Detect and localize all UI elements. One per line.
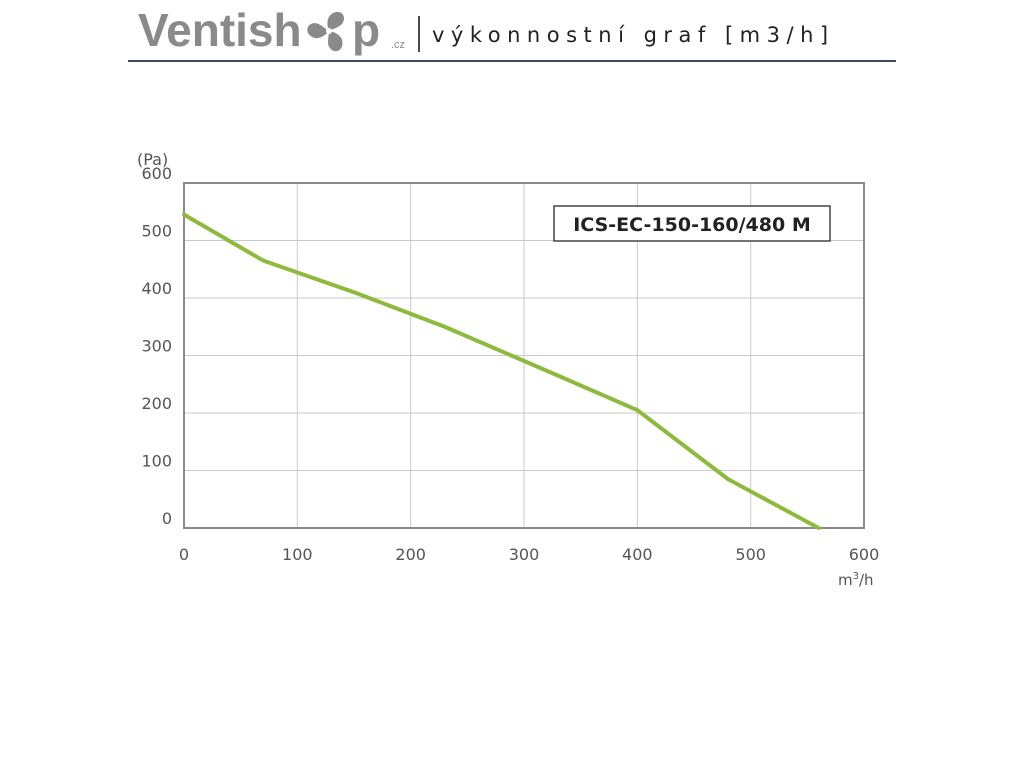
y-tick-labels: 0 100 200 300 400 500 600 — [141, 164, 172, 528]
y-tick-label-6: 600 — [141, 164, 172, 183]
x-axis-unit: m3/h — [838, 571, 874, 589]
x-axis-unit-base: m — [838, 571, 853, 589]
plot-frame — [183, 182, 865, 529]
y-tick-label-5: 500 — [141, 222, 172, 241]
logo-domain-suffix: .cz — [391, 39, 405, 51]
y-axis-unit: (Pa) — [137, 150, 168, 169]
x-tick-label-4: 400 — [622, 545, 653, 564]
chart-title-border — [553, 205, 831, 242]
ventishop-logo: Ventish p .cz — [138, 6, 405, 56]
chart-title: ICS-EC-150-160/480 M — [573, 214, 811, 236]
x-tick-label-2: 200 — [395, 545, 426, 564]
header-subtitle: výkonnostní graf [m3/h] — [432, 23, 835, 47]
x-tick-label-1: 100 — [282, 545, 313, 564]
fan-icon — [307, 11, 344, 52]
chart-title-box: ICS-EC-150-160/480 M — [553, 205, 831, 242]
header-rule — [128, 60, 896, 62]
x-tick-label-6: 600 — [849, 545, 880, 564]
x-tick-label-5: 500 — [735, 545, 766, 564]
x-tick-label-0: 0 — [179, 545, 189, 564]
series-line-0 — [182, 212, 821, 530]
chart-series — [182, 212, 821, 530]
x-axis-unit-tail: /h — [859, 571, 874, 589]
y-tick-label-2: 200 — [141, 394, 172, 413]
header-divider — [418, 16, 420, 52]
header: Ventish p .cz výkonnostní graf [m3/h] — [0, 0, 1024, 62]
y-tick-label-3: 300 — [141, 337, 172, 356]
x-axis-unit-exp: 3 — [853, 571, 859, 582]
logo-text-part1: Ventish — [138, 6, 302, 56]
logo-text-part2: p — [352, 6, 380, 56]
x-tick-labels: 0 100 200 300 400 500 600 — [179, 545, 879, 564]
y-tick-label-1: 100 — [141, 452, 172, 471]
y-tick-label-4: 400 — [141, 279, 172, 298]
chart-grid — [184, 183, 864, 528]
y-tick-label-0: 0 — [162, 509, 172, 528]
x-tick-label-3: 300 — [509, 545, 540, 564]
